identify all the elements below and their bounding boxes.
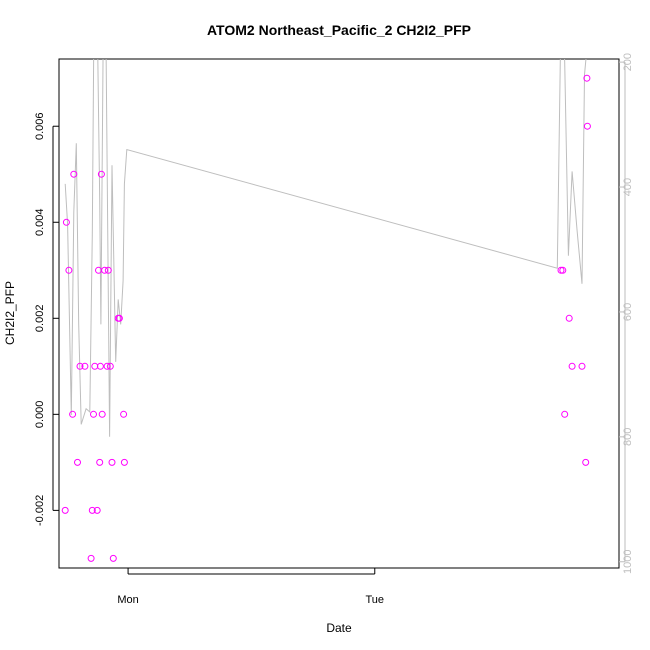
left-y-axis: -0.002 0.000 0.002 0.004 0.006 — [34, 112, 59, 526]
data-point — [70, 170, 78, 178]
y2-tick-label: 200 — [622, 53, 634, 71]
data-point — [76, 362, 84, 370]
data-point — [115, 314, 123, 322]
data-point — [106, 362, 114, 370]
x-tick-label: Mon — [117, 594, 138, 606]
data-point — [568, 362, 576, 370]
series-line — [64, 59, 587, 437]
y-tick-label: 0.004 — [34, 208, 46, 236]
plot-frame — [58, 58, 620, 569]
x-axis-label: Date — [326, 621, 352, 635]
data-point — [101, 266, 109, 274]
data-point — [108, 458, 116, 466]
y-axis-label: CH2I2_PFP — [3, 281, 17, 345]
y-tick-label: -0.002 — [34, 495, 46, 526]
data-point — [65, 266, 73, 274]
chart-title: ATOM2 Northeast_Pacific_2 CH2I2_PFP — [207, 22, 471, 38]
data-point — [69, 410, 77, 418]
data-point — [109, 554, 117, 562]
data-point — [103, 362, 111, 370]
data-point — [62, 218, 70, 226]
right-y-axis: 200 400 600 800 1000 — [619, 53, 634, 574]
y-tick-label: 0.002 — [34, 305, 46, 333]
y2-tick-label: 400 — [622, 178, 634, 196]
secondary-series-line-layer — [64, 59, 587, 437]
data-point — [93, 506, 101, 514]
data-point — [74, 458, 81, 466]
data-point — [61, 506, 69, 514]
data-point — [98, 410, 106, 418]
data-point — [583, 74, 591, 82]
y-tick-label: 0.006 — [34, 112, 46, 140]
data-point — [559, 266, 567, 274]
data-point — [583, 122, 591, 130]
data-point — [578, 362, 586, 370]
data-point — [90, 410, 97, 418]
x-axis: Mon Tue — [117, 568, 384, 606]
data-point — [120, 410, 128, 418]
y2-tick-label: 1000 — [622, 550, 634, 574]
data-point — [561, 410, 569, 418]
y2-tick-label: 600 — [622, 303, 634, 321]
data-point — [88, 506, 96, 514]
data-point — [96, 458, 104, 466]
data-points-layer — [61, 74, 591, 562]
x-tick-label: Tue — [365, 594, 384, 606]
data-point — [120, 458, 128, 466]
data-point — [582, 458, 590, 466]
y-tick-label: 0.000 — [34, 401, 46, 429]
data-point — [104, 266, 112, 274]
data-point — [87, 554, 95, 562]
y2-tick-label: 800 — [622, 428, 634, 446]
data-point — [81, 362, 89, 370]
data-point — [565, 314, 573, 322]
data-point — [96, 362, 104, 370]
data-point — [97, 170, 105, 178]
